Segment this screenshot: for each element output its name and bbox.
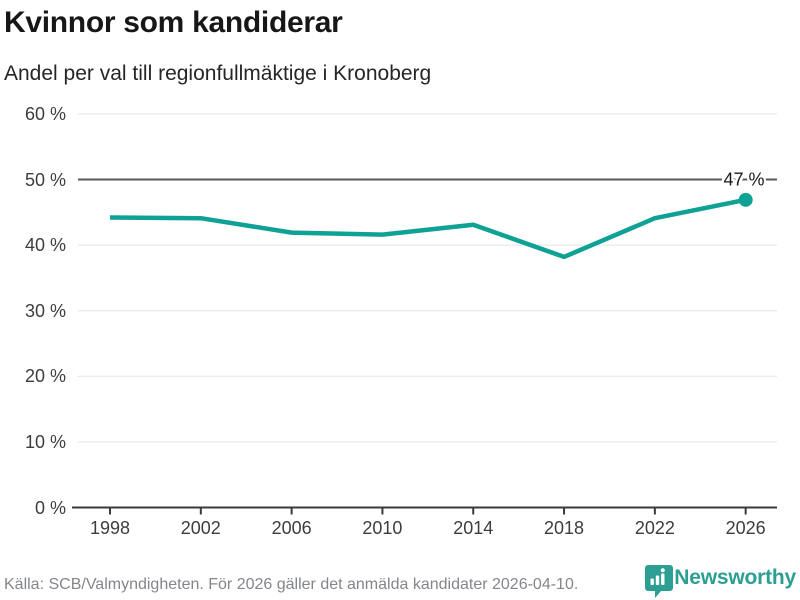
trend-line <box>109 197 747 260</box>
ytick-label: 20 % <box>24 366 66 387</box>
brand-wordmark: Newsworthy <box>674 566 796 589</box>
xtick-label: 2018 <box>544 518 585 538</box>
chart-title: Kvinnor som kandiderar <box>4 6 343 39</box>
xtick-label: 2022 <box>634 518 675 538</box>
chart-footer: Källa: SCB/Valmyndigheten. För 2026 gäll… <box>0 556 800 600</box>
xtick-label: 2010 <box>362 518 403 538</box>
xtick-label: 2026 <box>725 518 766 538</box>
bar-chart-speech-bubble-icon <box>645 565 673 598</box>
ytick-label: 50 % <box>24 169 66 190</box>
xtick-label: 2014 <box>453 518 494 538</box>
ytick-label: 60 % <box>24 103 66 124</box>
ytick-label: 40 % <box>24 235 66 256</box>
ytick-label: 30 % <box>24 300 66 321</box>
xtick-label: 2002 <box>180 518 221 538</box>
source-note: Källa: SCB/Valmyndigheten. För 2026 gäll… <box>4 576 579 593</box>
xtick-label: 1998 <box>89 518 131 538</box>
ytick-label: 0 % <box>34 497 66 518</box>
plot-area <box>72 113 777 515</box>
xtick-label: 2006 <box>271 518 312 538</box>
chart-header: Kvinnor som kandiderar Andel per val til… <box>4 0 796 86</box>
line-chart: 0 % 10 % 20 % 30 % 40 % 50 % 60 % 1998 2002 2006… <box>24 103 777 538</box>
end-point-dot <box>738 192 753 207</box>
end-value-label: 47 % <box>723 169 765 190</box>
chart-subtitle: Andel per val till regionfullmäktige i K… <box>4 62 432 85</box>
ytick-label: 10 % <box>24 431 66 452</box>
